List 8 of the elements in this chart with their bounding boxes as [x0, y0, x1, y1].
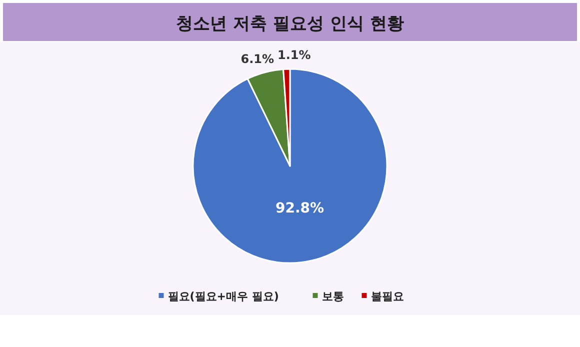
- chart-title: 청소년 저축 필요성 인식 현황: [176, 14, 404, 34]
- data-label: 92.8%: [276, 200, 324, 217]
- legend-label: 보통: [322, 290, 344, 303]
- data-label: 6.1%: [240, 52, 274, 66]
- legend-label: 불필요: [370, 290, 404, 303]
- data-label: 1.1%: [278, 48, 311, 62]
- legend-label: 필요(필요+매우 필요): [168, 290, 279, 303]
- pie-slice: [192, 68, 388, 264]
